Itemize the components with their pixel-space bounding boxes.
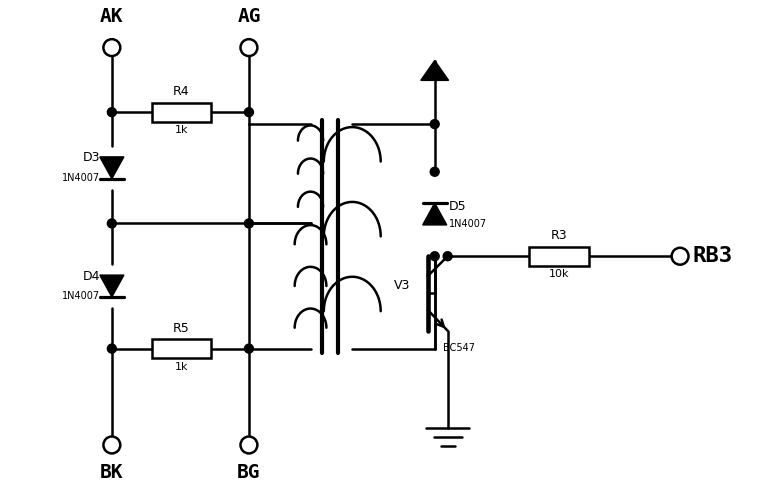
Text: BK: BK bbox=[100, 463, 123, 482]
Circle shape bbox=[672, 248, 689, 265]
Polygon shape bbox=[423, 203, 447, 225]
Text: 1N4007: 1N4007 bbox=[448, 219, 487, 229]
Polygon shape bbox=[100, 275, 124, 297]
Text: D4: D4 bbox=[83, 270, 100, 283]
Circle shape bbox=[107, 108, 116, 117]
Circle shape bbox=[244, 219, 253, 228]
Circle shape bbox=[430, 167, 439, 176]
Text: 1N4007: 1N4007 bbox=[62, 291, 100, 301]
Polygon shape bbox=[100, 157, 124, 179]
Circle shape bbox=[103, 39, 120, 56]
Circle shape bbox=[241, 436, 258, 453]
Circle shape bbox=[107, 344, 116, 353]
Bar bbox=[152, 103, 211, 122]
Text: 10k: 10k bbox=[548, 269, 569, 279]
Polygon shape bbox=[421, 61, 448, 80]
Circle shape bbox=[430, 120, 439, 129]
Circle shape bbox=[103, 436, 120, 453]
Circle shape bbox=[244, 108, 253, 117]
Text: BC547: BC547 bbox=[443, 343, 475, 353]
Text: RB3: RB3 bbox=[693, 246, 733, 266]
Circle shape bbox=[430, 252, 439, 261]
Circle shape bbox=[244, 344, 253, 353]
Text: 1N4007: 1N4007 bbox=[62, 173, 100, 183]
Text: 1k: 1k bbox=[175, 125, 188, 135]
Text: D5: D5 bbox=[448, 199, 466, 212]
Text: R3: R3 bbox=[551, 229, 567, 242]
Text: AK: AK bbox=[100, 7, 123, 26]
Text: R4: R4 bbox=[173, 85, 190, 98]
Text: V3: V3 bbox=[394, 279, 410, 292]
Text: R5: R5 bbox=[173, 322, 190, 335]
Bar bbox=[529, 247, 589, 266]
Text: BG: BG bbox=[237, 463, 261, 482]
Text: AG: AG bbox=[237, 7, 261, 26]
Circle shape bbox=[443, 252, 452, 261]
Bar bbox=[152, 339, 211, 358]
Text: 1k: 1k bbox=[175, 362, 188, 372]
Text: D3: D3 bbox=[83, 151, 100, 164]
Circle shape bbox=[107, 219, 116, 228]
Circle shape bbox=[241, 39, 258, 56]
